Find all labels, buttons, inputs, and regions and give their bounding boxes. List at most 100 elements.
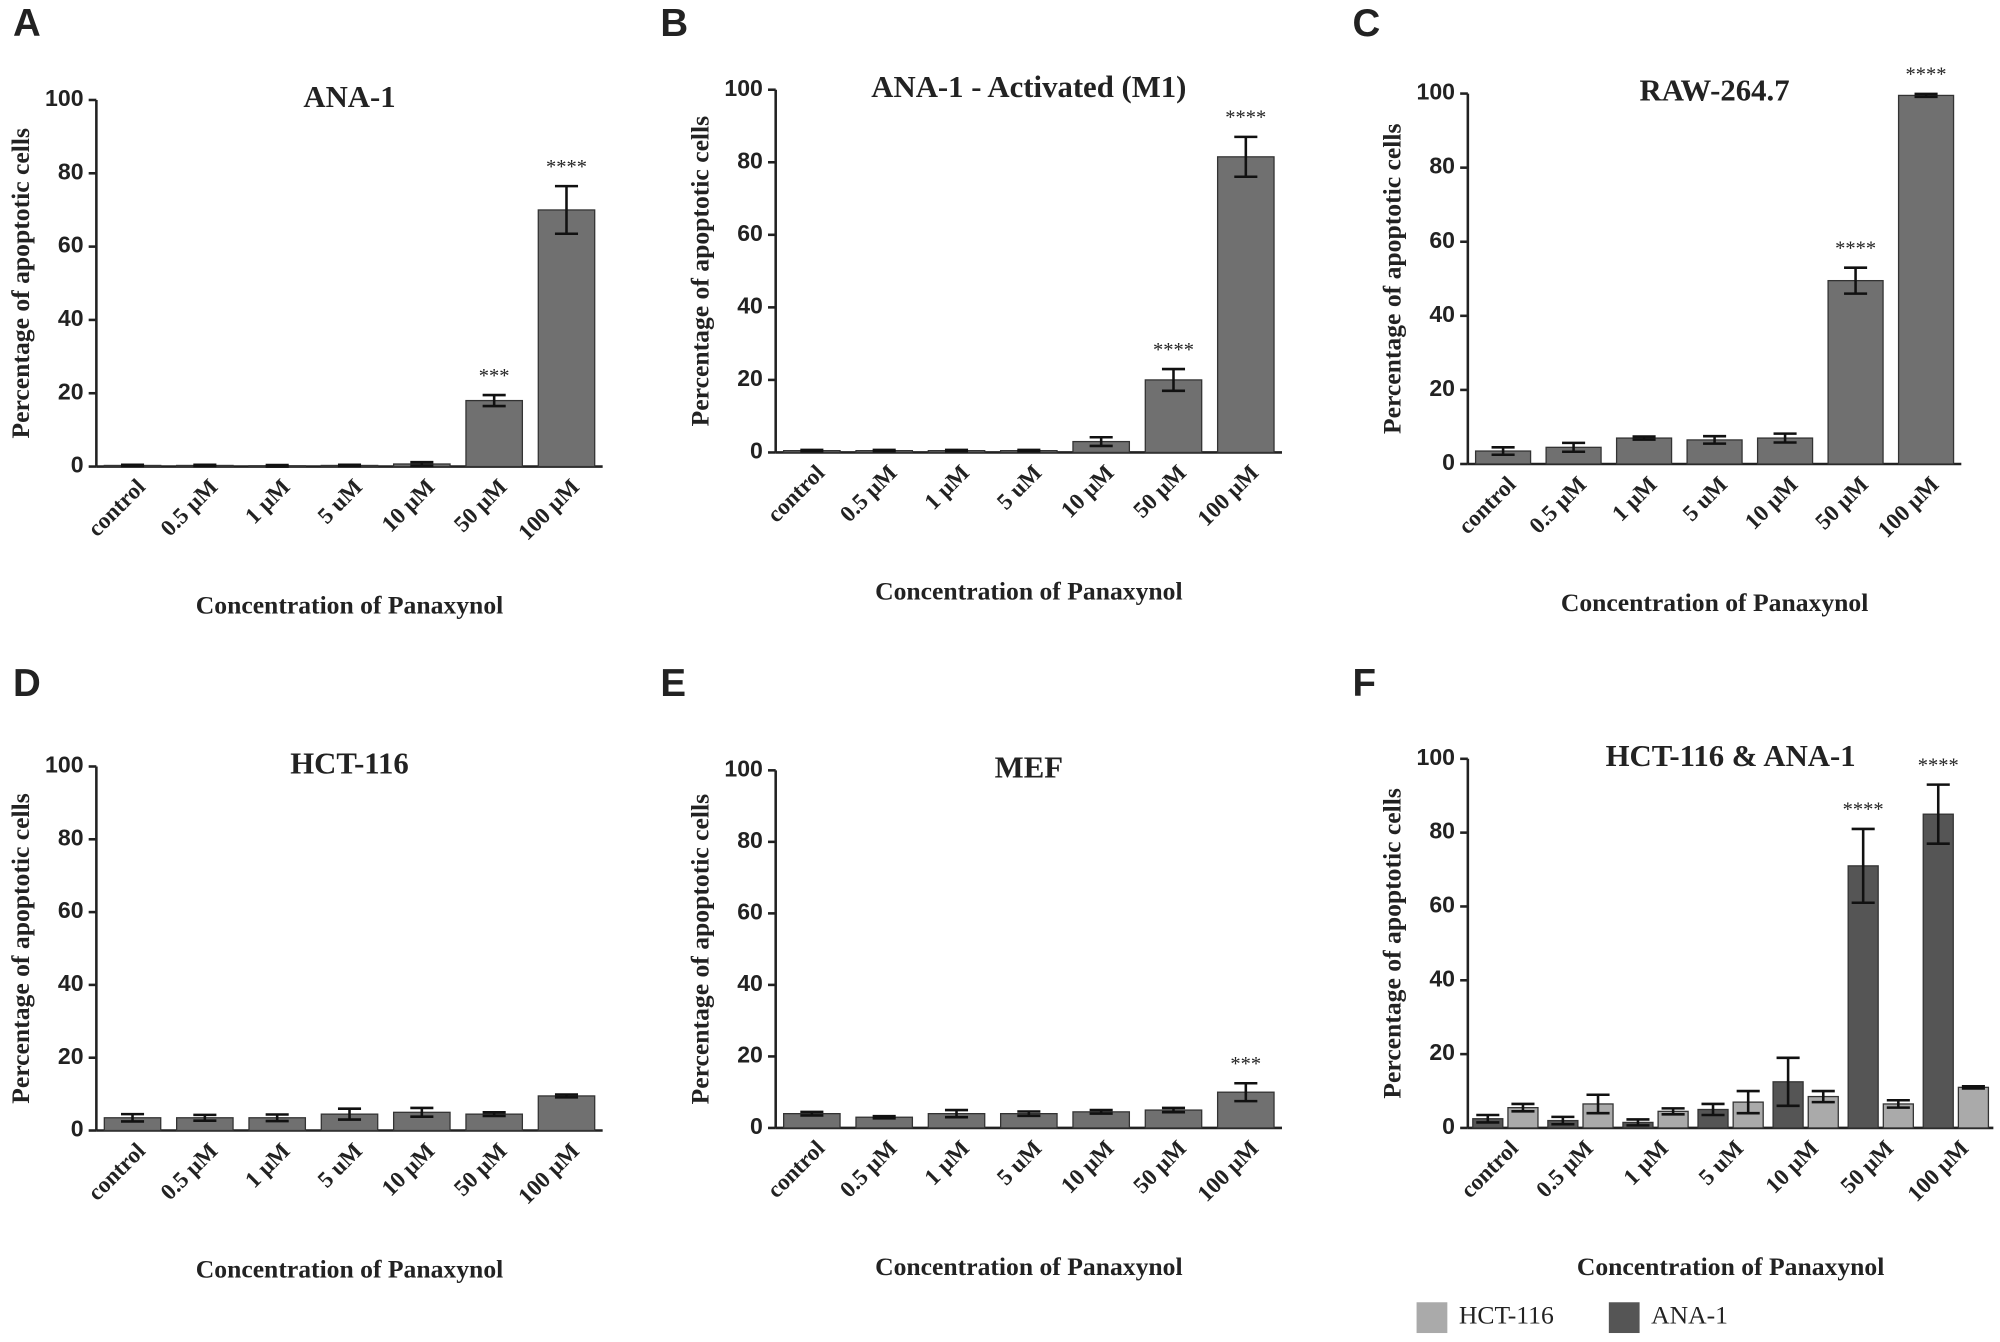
x-tick-label: 1 μM <box>919 459 974 514</box>
x-tick-label: 10 μM <box>1055 459 1119 523</box>
x-tick-label: 50 μM <box>1128 459 1192 523</box>
panel-letter: E <box>660 662 686 705</box>
y-tick-label: 100 <box>1417 79 1455 105</box>
error-bar <box>337 1107 362 1121</box>
error-bar <box>1562 441 1586 454</box>
y-tick-label: 0 <box>1442 1113 1455 1139</box>
y-tick-label: 20 <box>1429 375 1455 401</box>
significance-label: **** <box>1225 107 1266 129</box>
error-bar <box>1234 1081 1258 1103</box>
error-bar <box>1701 1102 1725 1117</box>
error-bar <box>120 1112 145 1123</box>
chart-title: HCT-116 <box>290 747 408 781</box>
x-tick-label: 100 μM <box>512 1137 584 1209</box>
x-tick-label: 50 μM <box>1810 471 1874 535</box>
error-bar <box>1961 1084 1985 1090</box>
x-tick-label: 1 μM <box>1618 1135 1673 1190</box>
y-tick-label: 60 <box>737 898 763 924</box>
error-bar <box>1511 1102 1535 1113</box>
panel: E MEF Percentage of apoptotic cells Concent… <box>660 662 1282 1281</box>
y-tick-label: 80 <box>737 827 763 853</box>
y-tick-label: 60 <box>737 220 763 246</box>
y-tick-label: 100 <box>724 75 762 101</box>
y-tick-label: 40 <box>737 292 763 318</box>
x-tick-label: control <box>1455 1134 1523 1202</box>
error-bar <box>120 463 145 468</box>
y-tick-label: 40 <box>58 305 84 331</box>
x-tick-label: control <box>82 1137 150 1205</box>
x-tick-label: 5 uM <box>1693 1135 1748 1190</box>
y-tick-label: 20 <box>58 1043 84 1069</box>
x-tick-label: control <box>82 473 150 541</box>
significance-label: **** <box>1918 754 1959 776</box>
panel-letter: A <box>13 2 41 45</box>
error-bar <box>1773 432 1797 444</box>
y-tick-label: 80 <box>58 158 84 184</box>
error-bar <box>1089 435 1113 448</box>
y-tick-label: 100 <box>724 755 762 781</box>
x-tick-label: 1 μM <box>239 1137 294 1192</box>
y-axis-label: Percentage of apoptotic cells <box>1378 788 1407 1099</box>
x-tick-label: 0.5 μM <box>834 459 902 527</box>
error-bar <box>1736 1089 1760 1115</box>
x-tick-label: 0.5 μM <box>1524 471 1592 539</box>
x-tick-label: 100 μM <box>1872 471 1944 543</box>
panel: B ANA-1 - Activated (M1) Percentage of apo… <box>660 2 1282 605</box>
x-axis-label: Concentration of Panaxynol <box>1577 1252 1885 1281</box>
panel-letter: B <box>660 2 688 45</box>
y-tick-label: 80 <box>58 824 84 850</box>
error-bar <box>872 1114 896 1120</box>
y-tick-label: 20 <box>58 378 84 404</box>
x-tick-label: 0.5 μM <box>155 1137 223 1205</box>
x-tick-label: 5 uM <box>991 459 1046 514</box>
error-bar <box>1926 783 1950 845</box>
chart-title: ANA-1 <box>303 80 395 114</box>
significance-label: **** <box>546 156 587 178</box>
x-tick-label: 5 uM <box>1677 471 1732 526</box>
error-bar <box>193 1113 217 1122</box>
chart-title: HCT-116 & ANA-1 <box>1606 739 1856 773</box>
x-tick-label: 50 μM <box>448 473 512 537</box>
x-tick-label: 1 μM <box>919 1135 974 1190</box>
y-tick-label: 40 <box>737 970 763 996</box>
panel: F HCT-116 & ANA-1 Percentage of apoptotic … <box>1352 662 1994 1334</box>
x-tick-label: 10 μM <box>376 473 440 537</box>
error-bar <box>1661 1107 1685 1116</box>
bar <box>1957 1086 1990 1129</box>
legend-label: ANA-1 <box>1651 1301 1728 1330</box>
panel-letter: C <box>1352 2 1380 45</box>
error-bar <box>1089 1108 1113 1115</box>
y-axis-label: Percentage of apoptotic cells <box>1378 124 1407 435</box>
error-bar <box>1626 1118 1650 1127</box>
error-bar <box>410 1106 434 1118</box>
y-tick-label: 20 <box>737 1042 763 1068</box>
y-tick-label: 0 <box>71 1116 84 1142</box>
chart-title: MEF <box>995 750 1063 784</box>
x-tick-label: 5 uM <box>991 1135 1046 1190</box>
x-axis-label: Concentration of Panaxynol <box>875 1252 1182 1281</box>
bar <box>1847 865 1879 1129</box>
x-tick-label: 10 μM <box>376 1137 440 1201</box>
y-tick-label: 0 <box>750 1113 763 1139</box>
error-bar <box>800 448 824 453</box>
y-tick-label: 100 <box>45 752 83 778</box>
error-bar <box>800 1110 824 1117</box>
x-tick-label: 50 μM <box>1128 1135 1192 1199</box>
y-axis-label: Percentage of apoptotic cells <box>686 794 715 1105</box>
legend-swatch <box>1416 1302 1448 1334</box>
error-bar <box>1914 92 1938 99</box>
error-bar <box>1017 1110 1041 1118</box>
y-tick-label: 40 <box>58 970 84 996</box>
significance-label: **** <box>1843 799 1884 821</box>
x-tick-label: 0.5 μM <box>1531 1135 1599 1203</box>
panel-letter: F <box>1352 662 1375 705</box>
x-tick-label: 100 μM <box>512 473 584 545</box>
significance-label: **** <box>1906 64 1947 86</box>
y-tick-label: 20 <box>737 365 763 391</box>
error-bar <box>1811 1089 1835 1104</box>
y-tick-label: 40 <box>1429 965 1455 991</box>
legend-label: HCT-116 <box>1459 1301 1554 1330</box>
y-tick-label: 0 <box>71 452 84 478</box>
error-bar <box>410 460 434 468</box>
y-tick-label: 20 <box>1429 1039 1455 1065</box>
